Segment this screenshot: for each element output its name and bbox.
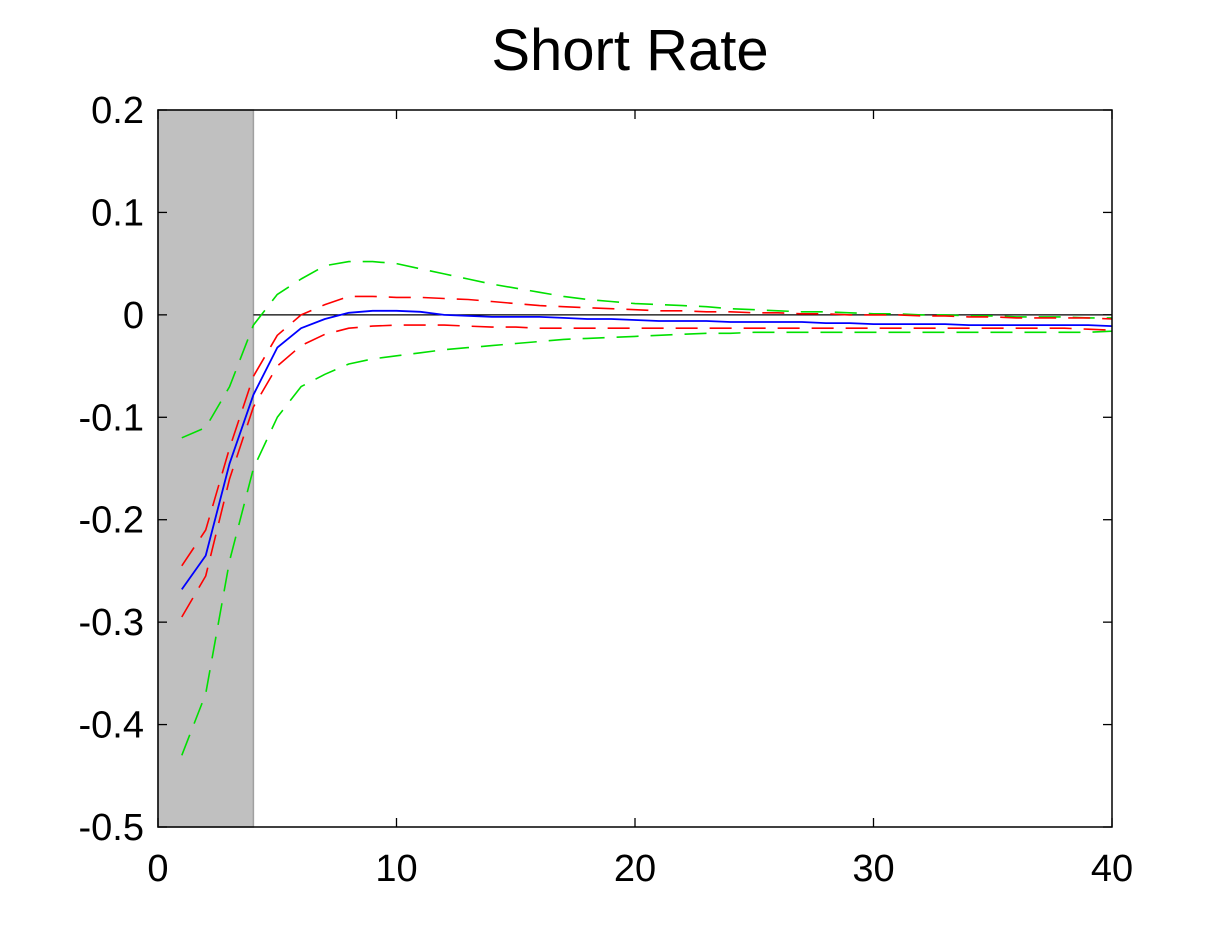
y-tick-label: 0.2 — [91, 90, 144, 132]
series-line-median — [181, 309, 1113, 590]
axis-ticks: 0 10 20 30 40 0.2 0.1 0 -0.1 -0.2 -0.3 -0.4 -0.5 — [79, 90, 1134, 890]
y-tick-label: -0.4 — [79, 705, 144, 747]
series-line-outer-lower — [181, 330, 1113, 756]
chart-title: Short Rate — [491, 18, 768, 83]
x-tick-label: 10 — [375, 848, 417, 890]
y-tick-label: -0.2 — [79, 500, 144, 542]
y-tick-label: 0 — [123, 295, 144, 337]
series-line-inner-lower — [181, 324, 1113, 618]
y-tick-label: 0.1 — [91, 192, 144, 234]
y-tick-label: -0.3 — [79, 602, 144, 644]
plot-area — [157, 109, 1113, 828]
x-tick-label: 30 — [852, 848, 894, 890]
x-tick-label: 20 — [614, 848, 656, 890]
x-tick-label: 0 — [147, 848, 168, 890]
series-line-outer-upper — [181, 260, 1112, 439]
axes-frame — [157, 109, 1113, 828]
y-tick-label: -0.1 — [79, 397, 144, 439]
x-tick-label: 40 — [1091, 848, 1133, 890]
series-line-inner-upper — [181, 295, 1113, 567]
y-tick-label: -0.5 — [79, 807, 144, 849]
shaded-region — [157, 109, 255, 828]
